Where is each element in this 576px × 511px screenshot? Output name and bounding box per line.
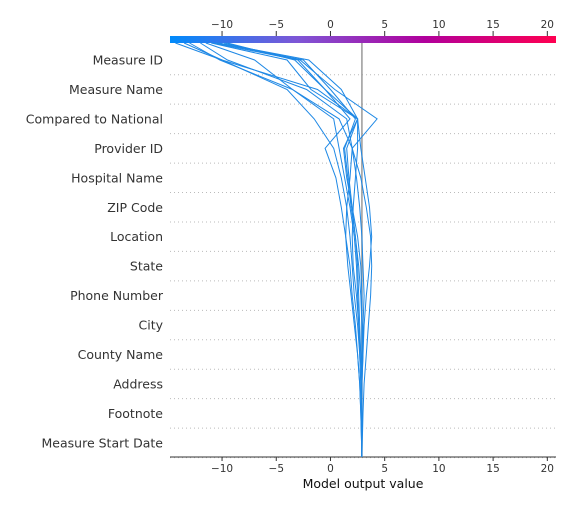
feature-label: City (139, 318, 164, 333)
bottom-tick-label: 15 (486, 463, 499, 475)
feature-label: Measure ID (93, 53, 163, 68)
decision-path (189, 42, 363, 457)
top-tick-label: 20 (541, 19, 554, 31)
bottom-tick-label: 10 (432, 463, 445, 475)
feature-label: Measure Name (69, 82, 163, 97)
feature-label: Footnote (108, 406, 163, 421)
top-tick-label: −5 (269, 19, 284, 31)
top-tick-label: 15 (486, 19, 499, 31)
top-tick-label: −10 (211, 19, 233, 31)
bottom-tick-label: 0 (327, 463, 334, 475)
feature-label: Compared to National (26, 111, 163, 126)
colorbar (170, 36, 556, 43)
feature-label: Hospital Name (71, 170, 163, 185)
decision-path (224, 42, 378, 458)
decision-path (218, 42, 373, 457)
bottom-tick-label: −5 (269, 463, 284, 475)
decision-path (205, 42, 373, 458)
feature-labels: Measure ID Measure Name Compared to Nation… (26, 53, 164, 451)
feature-label: Address (113, 376, 163, 391)
feature-label: County Name (78, 347, 164, 362)
x-axis-title: Model output value (303, 476, 424, 491)
feature-label: Measure Start Date (42, 435, 164, 450)
bottom-axis: −10 −5 0 5 10 15 20 (211, 457, 554, 475)
feature-label: Provider ID (94, 141, 163, 156)
decision-paths (175, 42, 378, 458)
feature-label: Phone Number (70, 288, 164, 303)
decision-path (183, 42, 363, 457)
top-tick-label: 10 (432, 19, 445, 31)
decision-path (175, 42, 363, 457)
feature-label: ZIP Code (107, 200, 163, 215)
bottom-tick-label: 20 (541, 463, 554, 475)
feature-label: State (130, 259, 163, 274)
top-tick-label: 0 (327, 19, 334, 31)
top-tick-label: 5 (381, 19, 388, 31)
bottom-tick-label: −10 (211, 463, 233, 475)
feature-label: Location (110, 229, 163, 244)
decision-path (227, 42, 363, 458)
bottom-tick-label: 5 (381, 463, 388, 475)
decision-path (216, 42, 363, 457)
decision-path (213, 42, 363, 457)
top-axis: −10 −5 0 5 10 15 20 (211, 19, 554, 36)
